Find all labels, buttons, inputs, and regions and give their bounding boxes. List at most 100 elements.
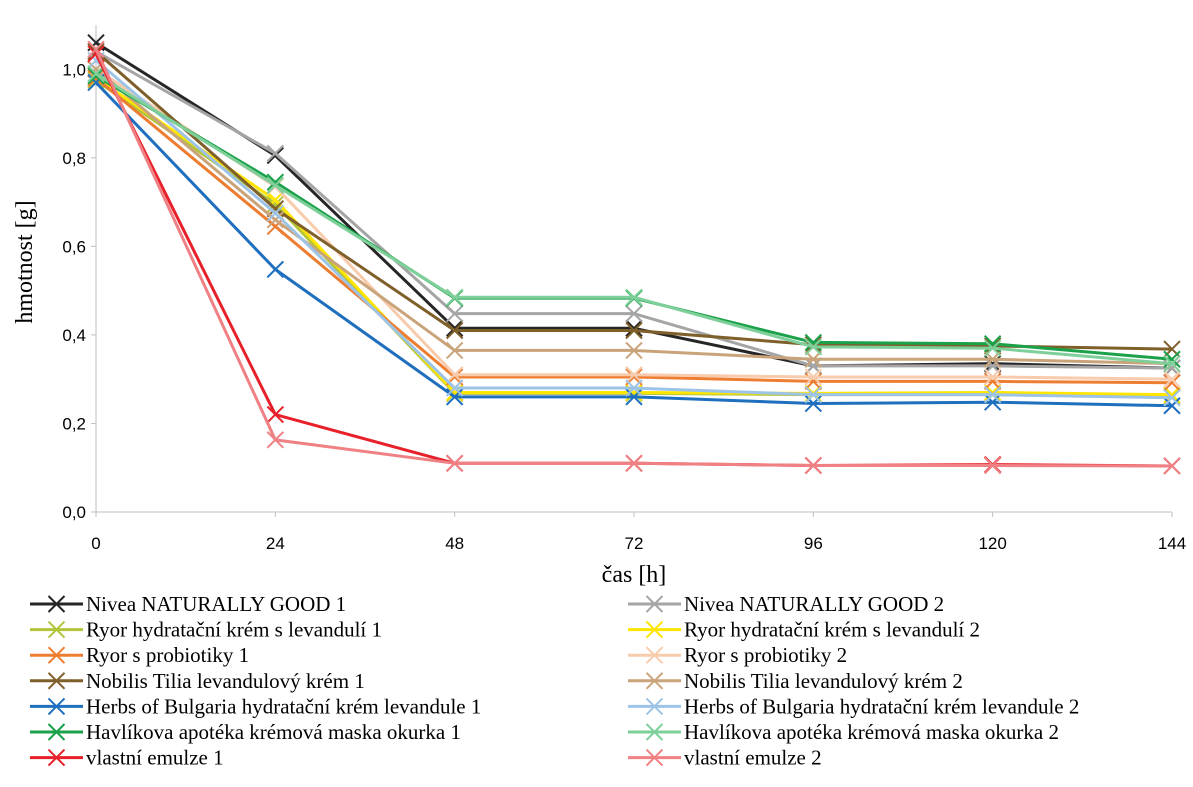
legend-swatch-marker xyxy=(645,646,664,664)
legend-label: Havlíkova apotéka krémová maska okurka 2 xyxy=(684,720,1059,744)
data-point-marker xyxy=(625,341,643,360)
data-point-marker xyxy=(445,388,464,406)
data-point-marker xyxy=(804,350,823,368)
legend-swatch-marker xyxy=(645,748,664,767)
series-line xyxy=(95,50,1173,351)
legend-swatch-marker xyxy=(47,748,66,767)
legend-label: Nivea NATURALLY GOOD 2 xyxy=(684,592,944,616)
legend-item: Herbs of Bulgaria hydratační krém levand… xyxy=(628,694,1079,718)
y-tick-label: 0,2 xyxy=(62,414,86,433)
legend-item: Herbs of Bulgaria hydratační krém levand… xyxy=(30,694,481,718)
data-point-marker xyxy=(87,40,105,59)
legend-label: vlastní emulze 1 xyxy=(86,746,224,770)
data-point-marker xyxy=(804,368,823,386)
y-tick-label: 0,6 xyxy=(62,237,86,256)
series-4 xyxy=(87,69,1181,404)
series-10 xyxy=(87,51,1181,407)
series-line xyxy=(95,76,1173,385)
data-point-marker xyxy=(266,204,285,222)
data-point-marker xyxy=(445,341,464,360)
series-2 xyxy=(87,42,1181,377)
legend-item: Nobilis Tilia levandulový krém 2 xyxy=(628,669,963,693)
series-6 xyxy=(87,60,1181,388)
x-axis-title: čas [h] xyxy=(602,562,667,588)
y-tick-label: 0,4 xyxy=(62,326,86,345)
series-line xyxy=(95,68,1173,366)
legend-swatch-marker xyxy=(47,672,66,690)
data-point-marker xyxy=(625,388,643,406)
data-point-marker xyxy=(1163,457,1181,475)
legend-swatch-marker xyxy=(645,723,664,741)
legend-swatch-marker xyxy=(47,620,66,639)
legend-item: Nobilis Tilia levandulový krém 1 xyxy=(30,669,365,693)
legend-label: Ryor hydratační krém s levandulí 2 xyxy=(684,618,980,642)
legend-label: Herbs of Bulgaria hydratační krém levand… xyxy=(684,694,1079,718)
series-line xyxy=(94,81,1173,408)
y-tick-label: 1,0 xyxy=(62,60,86,79)
y-tick-label: 0,0 xyxy=(62,503,86,522)
data-point-marker xyxy=(1163,354,1181,373)
x-tick-label: 120 xyxy=(978,534,1006,553)
legend-label: Herbs of Bulgaria hydratační krém levand… xyxy=(86,694,481,718)
data-point-marker xyxy=(445,319,464,337)
x-tick-label: 96 xyxy=(804,534,823,553)
data-point-marker xyxy=(266,217,285,236)
legend-label: Ryor s probiotiky 2 xyxy=(684,643,847,667)
data-point-marker xyxy=(983,368,1002,386)
data-point-marker xyxy=(445,288,464,306)
data-point-marker xyxy=(445,366,464,384)
legend-item: vlastní emulze 1 xyxy=(30,746,224,770)
legend-label: Nobilis Tilia levandulový krém 2 xyxy=(684,669,963,693)
data-point-marker xyxy=(983,393,1002,411)
legend-label: Nivea NATURALLY GOOD 1 xyxy=(86,592,346,616)
data-point-marker xyxy=(804,338,823,356)
legend-label: Havlíkova apotéka krémová maska okurka 1 xyxy=(86,720,461,744)
data-point-marker xyxy=(1163,389,1181,407)
data-point-marker xyxy=(625,366,643,384)
legend-item: Nivea NATURALLY GOOD 1 xyxy=(30,592,346,616)
series-line xyxy=(95,74,1173,361)
legend-item: Ryor s probiotiky 2 xyxy=(628,643,847,667)
legend-swatch-marker xyxy=(645,620,664,639)
x-tick-label: 144 xyxy=(1158,534,1186,553)
series-12 xyxy=(87,64,1181,373)
data-point-marker xyxy=(804,456,823,475)
legend-swatch-marker xyxy=(645,697,664,716)
legend-swatch-marker xyxy=(645,595,664,613)
legend-label: Nobilis Tilia levandulový krém 1 xyxy=(86,669,365,693)
x-tick-label: 0 xyxy=(91,534,100,553)
legend-label: Ryor s probiotiky 1 xyxy=(86,643,249,667)
data-point-marker xyxy=(266,405,285,424)
data-point-marker xyxy=(625,379,643,397)
data-point-marker xyxy=(1163,397,1181,415)
series-13 xyxy=(87,45,1181,475)
legend-swatch-marker xyxy=(47,723,66,741)
data-point-marker xyxy=(1163,370,1181,388)
data-point-marker xyxy=(266,431,285,449)
series-3 xyxy=(87,71,1181,405)
series-line xyxy=(95,72,1173,366)
series-11 xyxy=(87,67,1181,368)
legend-swatch-marker xyxy=(47,646,66,664)
data-point-marker xyxy=(1163,374,1181,392)
legend-item: Nivea NATURALLY GOOD 2 xyxy=(628,592,944,616)
data-point-marker xyxy=(983,385,1002,404)
legend-item: Havlíkova apotéka krémová maska okurka 1 xyxy=(30,720,461,744)
legend: Nivea NATURALLY GOOD 1 Nivea NATURALLY GO… xyxy=(30,592,1079,770)
data-point-marker xyxy=(983,456,1002,475)
x-tick-label: 72 xyxy=(625,534,644,553)
legend-swatch-marker xyxy=(47,697,66,716)
series-layer xyxy=(87,34,1181,475)
data-point-marker xyxy=(266,176,285,194)
series-8 xyxy=(87,60,1181,373)
series-line xyxy=(95,68,1173,381)
data-point-marker xyxy=(804,385,823,404)
chart-axes xyxy=(95,25,1172,513)
data-point-marker xyxy=(625,321,643,340)
legend-item: Ryor hydratační krém s levandulí 2 xyxy=(628,618,980,642)
data-point-marker xyxy=(266,144,285,163)
y-tick-label: 0,8 xyxy=(62,149,86,168)
legend-swatch-marker xyxy=(645,672,664,690)
data-point-marker xyxy=(804,335,823,354)
